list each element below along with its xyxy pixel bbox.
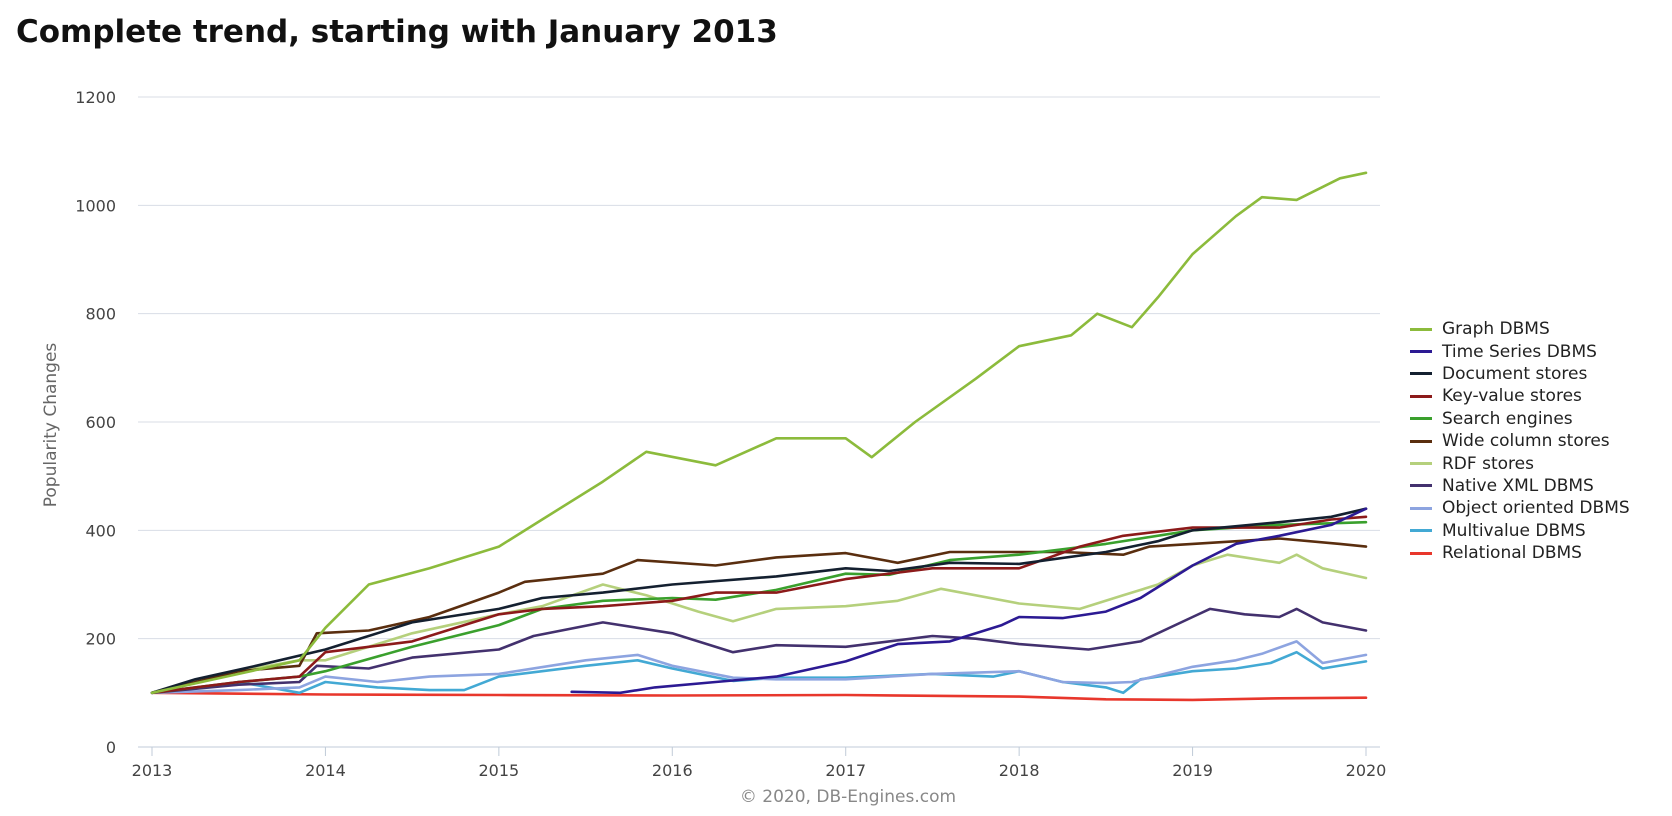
y-tick-label: 400 [85, 521, 116, 540]
legend-item[interactable]: Object oriented DBMS [1410, 497, 1630, 519]
x-tick-label: 2016 [652, 761, 693, 780]
legend-label: RDF stores [1442, 453, 1534, 474]
chart-title: Complete trend, starting with January 20… [16, 14, 778, 50]
series-line-search-engines[interactable] [150, 520, 1368, 695]
legend-label: Graph DBMS [1442, 319, 1550, 340]
legend-label: Relational DBMS [1442, 543, 1582, 564]
series-line-document-stores[interactable] [150, 507, 1368, 695]
legend-label: Document stores [1442, 363, 1588, 384]
series-line-native-xml-dbms[interactable] [150, 607, 1368, 695]
series-line-object-oriented-dbms[interactable] [150, 640, 1368, 695]
legend-item[interactable]: Relational DBMS [1410, 542, 1630, 564]
series-line-multivalue-dbms[interactable] [150, 650, 1368, 695]
chart-credit: © 2020, DB-Engines.com [740, 787, 956, 807]
y-axis-label: Popularity Changes [41, 343, 61, 508]
legend-item[interactable]: Graph DBMS [1410, 318, 1630, 340]
legend-swatch [1410, 506, 1432, 510]
legend-item[interactable]: Key-value stores [1410, 385, 1630, 407]
y-tick-label: 600 [85, 413, 116, 432]
y-tick-label: 800 [85, 305, 116, 324]
chart-legend: Graph DBMS Time Series DBMS Document store… [1410, 318, 1630, 564]
legend-label: Key-value stores [1442, 386, 1582, 407]
legend-item[interactable]: RDF stores [1410, 452, 1630, 474]
series-line-graph-dbms[interactable] [150, 171, 1368, 695]
axes [151, 747, 1367, 756]
x-tick-label: 2018 [999, 761, 1040, 780]
x-tick-label: 2017 [825, 761, 866, 780]
legend-item[interactable]: Document stores [1410, 363, 1630, 385]
series-line-rdf-stores[interactable] [150, 553, 1368, 695]
legend-swatch [1410, 551, 1432, 555]
legend-item[interactable]: Multivalue DBMS [1410, 520, 1630, 542]
legend-label: Search engines [1442, 408, 1573, 429]
tick-labels: 0 200 400 600 800 1000 1200 2013 2014 2015 2016 201… [75, 88, 1386, 780]
legend-item[interactable]: Search engines [1410, 408, 1630, 430]
series-lines [150, 171, 1368, 702]
x-tick-label: 2013 [132, 761, 173, 780]
legend-label: Native XML DBMS [1442, 475, 1594, 496]
x-tick-label: 2015 [478, 761, 519, 780]
legend-item[interactable]: Time Series DBMS [1410, 340, 1630, 362]
legend-swatch [1410, 484, 1432, 488]
series-line-wide-column-stores[interactable] [150, 537, 1368, 695]
legend-label: Time Series DBMS [1442, 341, 1597, 362]
gridlines [138, 96, 1380, 748]
y-tick-label: 1000 [75, 196, 116, 215]
legend-label: Wide column stores [1442, 431, 1610, 452]
legend-label: Multivalue DBMS [1442, 520, 1586, 541]
legend-swatch [1410, 417, 1432, 421]
series-line-relational-dbms[interactable] [150, 691, 1368, 702]
legend-swatch [1410, 394, 1432, 398]
y-tick-label: 1200 [75, 88, 116, 107]
legend-swatch [1410, 529, 1432, 533]
series-line-key-value-stores[interactable] [150, 515, 1368, 695]
legend-item[interactable]: Native XML DBMS [1410, 475, 1630, 497]
y-tick-label: 0 [106, 738, 116, 757]
legend-swatch [1410, 327, 1432, 331]
x-tick-label: 2020 [1346, 761, 1387, 780]
x-tick-label: 2014 [305, 761, 346, 780]
legend-label: Object oriented DBMS [1442, 498, 1630, 519]
legend-swatch [1410, 462, 1432, 466]
legend-swatch [1410, 439, 1432, 443]
y-tick-label: 200 [85, 630, 116, 649]
legend-swatch [1410, 372, 1432, 376]
legend-item[interactable]: Wide column stores [1410, 430, 1630, 452]
series-line-time-series-dbms[interactable] [570, 507, 1368, 695]
x-tick-label: 2019 [1172, 761, 1213, 780]
legend-swatch [1410, 350, 1432, 354]
